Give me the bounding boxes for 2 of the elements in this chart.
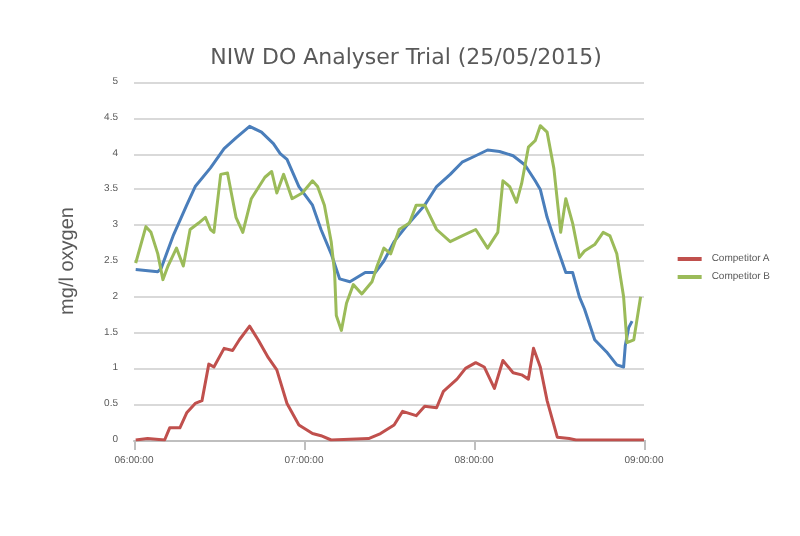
y-axis-title: mg/l oxygen <box>57 207 79 315</box>
chart-title: NIW DO Analyser Trial (25/05/2015) <box>210 44 602 70</box>
